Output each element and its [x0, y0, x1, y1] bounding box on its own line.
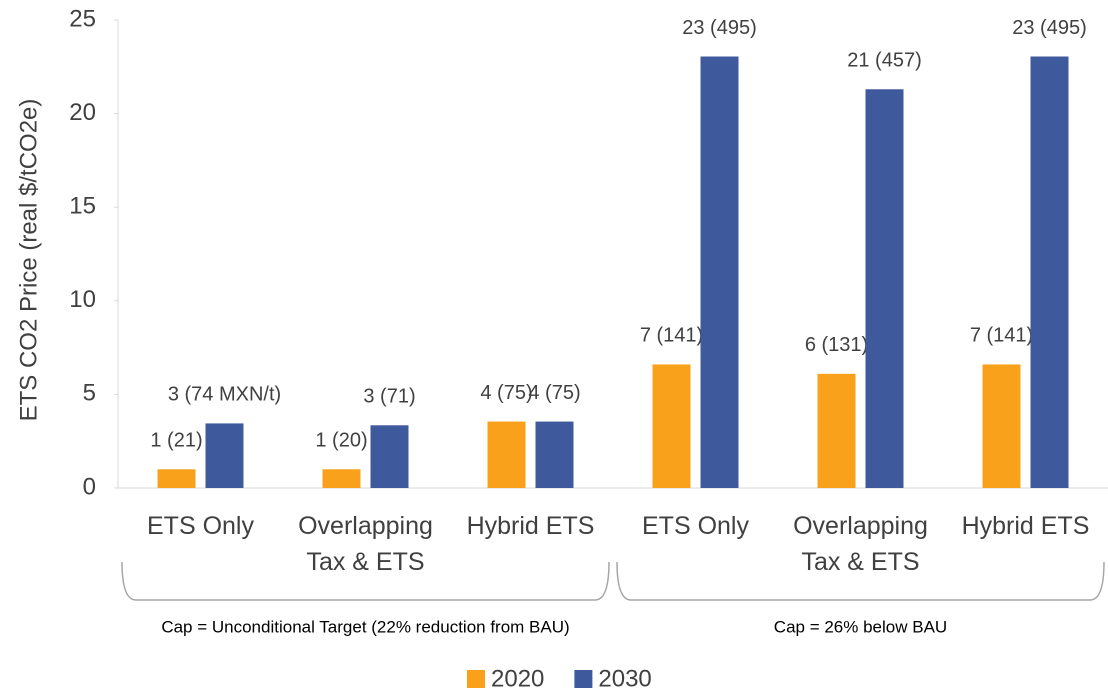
bar — [370, 425, 409, 488]
x-tick-label: Hybrid ETS — [961, 512, 1090, 540]
legend-label: 2020 — [491, 665, 544, 692]
y-tick-label: 20 — [69, 99, 96, 126]
y-tick-label: 5 — [83, 380, 96, 407]
group-label: Cap = Unconditional Target (22% reductio… — [161, 617, 569, 636]
x-tick-label: ETS Only — [642, 512, 749, 540]
bar — [700, 56, 739, 489]
x-tick-label: Hybrid ETS — [466, 512, 595, 540]
bar — [157, 469, 196, 488]
x-tick-label: ETS Only — [147, 512, 254, 540]
bar — [487, 421, 526, 488]
bar — [535, 421, 574, 488]
y-tick-label: 10 — [69, 286, 96, 313]
data-label: 3 (74 MXN/t) — [168, 384, 281, 406]
legend-swatch — [467, 670, 485, 688]
data-label: 7 (141) — [640, 325, 703, 347]
legend-label: 2030 — [598, 665, 651, 692]
data-label: 3 (71) — [363, 386, 415, 408]
bar — [205, 423, 244, 488]
data-label: 4 (75) — [480, 382, 532, 404]
y-axis-label: ETS CO2 Price (real $/tCO2e) — [15, 99, 42, 422]
data-label: 1 (21) — [150, 430, 202, 452]
x-tick-label: Overlapping Tax & ETS — [298, 512, 433, 576]
data-label: 23 (495) — [682, 17, 757, 39]
bar — [652, 364, 691, 488]
data-label: 21 (457) — [847, 50, 922, 72]
x-tick-label: Overlapping Tax & ETS — [793, 512, 928, 576]
data-label: 4 (75) — [528, 382, 580, 404]
data-label: 23 (495) — [1012, 17, 1087, 39]
group-label: Cap = 26% below BAU — [774, 617, 947, 636]
data-label: 6 (131) — [805, 334, 868, 356]
legend-swatch — [574, 670, 593, 688]
data-label: 7 (141) — [970, 325, 1033, 347]
group-bracket — [616, 561, 1105, 601]
y-tick-label: 25 — [69, 5, 96, 32]
y-tick-label: 15 — [69, 193, 96, 220]
bar — [322, 469, 361, 488]
bar — [817, 373, 856, 488]
y-tick-label: 0 — [83, 473, 96, 500]
group-bracket — [121, 561, 610, 601]
bar — [865, 89, 904, 488]
data-label: 1 (20) — [315, 430, 367, 452]
bar — [982, 364, 1021, 488]
bar — [1030, 56, 1069, 489]
